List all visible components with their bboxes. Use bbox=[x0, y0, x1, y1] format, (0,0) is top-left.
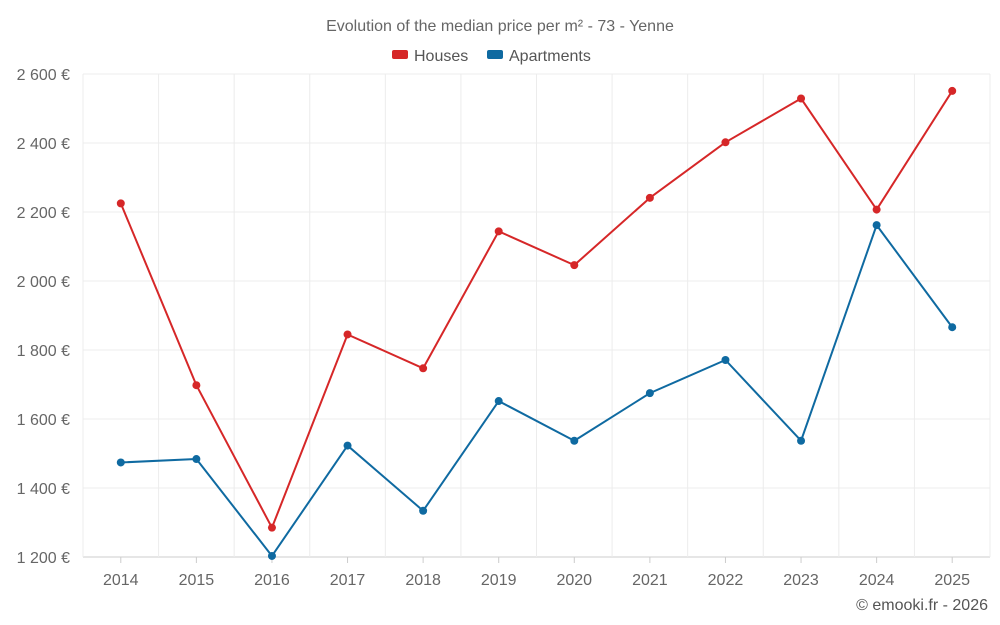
data-point-houses[interactable] bbox=[721, 138, 730, 147]
legend-swatch-apartments bbox=[487, 50, 503, 59]
data-point-houses[interactable] bbox=[948, 86, 957, 95]
data-point-apartments[interactable] bbox=[267, 551, 276, 560]
y-tick-label: 2 600 € bbox=[17, 67, 70, 84]
legend: Houses Apartments bbox=[392, 48, 591, 65]
data-point-houses[interactable] bbox=[116, 199, 125, 208]
x-tick-label: 2020 bbox=[556, 572, 592, 589]
data-point-apartments[interactable] bbox=[872, 221, 881, 230]
data-point-houses[interactable] bbox=[494, 227, 503, 236]
y-axis: 1 200 € 1 400 € 1 600 € 1 800 € 2 000 € 2 200… bbox=[17, 67, 70, 567]
x-axis: 2014 2015 2016 2017 2018 2019 2020 2021 2022 2023… bbox=[103, 557, 970, 589]
x-tick-label: 2022 bbox=[708, 572, 744, 589]
legend-swatch-houses bbox=[392, 50, 408, 59]
data-point-houses[interactable] bbox=[419, 364, 428, 373]
x-tick-label: 2023 bbox=[783, 572, 819, 589]
data-point-apartments[interactable] bbox=[494, 397, 503, 406]
data-point-apartments[interactable] bbox=[797, 436, 806, 445]
grid bbox=[82, 73, 991, 558]
y-tick-label: 1 800 € bbox=[17, 343, 70, 360]
data-point-houses[interactable] bbox=[872, 205, 881, 214]
x-tick-label: 2015 bbox=[179, 572, 215, 589]
legend-item-apartments[interactable]: Apartments bbox=[509, 48, 591, 65]
credit-text: © emooki.fr - 2026 bbox=[856, 597, 988, 614]
x-tick-label: 2014 bbox=[103, 572, 139, 589]
y-tick-label: 1 600 € bbox=[17, 412, 70, 429]
data-point-houses[interactable] bbox=[645, 193, 654, 202]
x-tick-label: 2019 bbox=[481, 572, 517, 589]
data-point-houses[interactable] bbox=[267, 523, 276, 532]
x-tick-label: 2017 bbox=[330, 572, 366, 589]
x-tick-label: 2018 bbox=[405, 572, 441, 589]
series-line-apartments bbox=[120, 224, 954, 557]
data-point-apartments[interactable] bbox=[645, 389, 654, 398]
y-tick-label: 1 400 € bbox=[17, 481, 70, 498]
data-point-apartments[interactable] bbox=[192, 455, 201, 464]
data-point-houses[interactable] bbox=[570, 261, 579, 270]
series-line-houses bbox=[119, 90, 954, 529]
data-point-houses[interactable] bbox=[192, 381, 201, 390]
y-tick-label: 2 200 € bbox=[17, 205, 70, 222]
legend-item-houses[interactable]: Houses bbox=[414, 48, 468, 65]
data-point-houses[interactable] bbox=[797, 94, 806, 103]
data-point-apartments[interactable] bbox=[419, 506, 428, 515]
data-point-apartments[interactable] bbox=[116, 458, 125, 467]
data-point-apartments[interactable] bbox=[948, 323, 957, 332]
data-point-apartments[interactable] bbox=[721, 356, 730, 365]
chart-title: Evolution of the median price per m² - 7… bbox=[326, 18, 674, 35]
x-tick-label: 2016 bbox=[254, 572, 290, 589]
data-point-apartments[interactable] bbox=[343, 441, 352, 450]
x-tick-label: 2024 bbox=[859, 572, 895, 589]
data-point-houses[interactable] bbox=[343, 330, 352, 339]
y-tick-label: 2 400 € bbox=[17, 136, 70, 153]
data-point-apartments[interactable] bbox=[570, 436, 579, 445]
y-tick-label: 1 200 € bbox=[17, 550, 70, 567]
x-tick-label: 2025 bbox=[934, 572, 970, 589]
x-tick-label: 2021 bbox=[632, 572, 668, 589]
series-group bbox=[116, 86, 957, 560]
y-tick-label: 2 000 € bbox=[17, 274, 70, 291]
